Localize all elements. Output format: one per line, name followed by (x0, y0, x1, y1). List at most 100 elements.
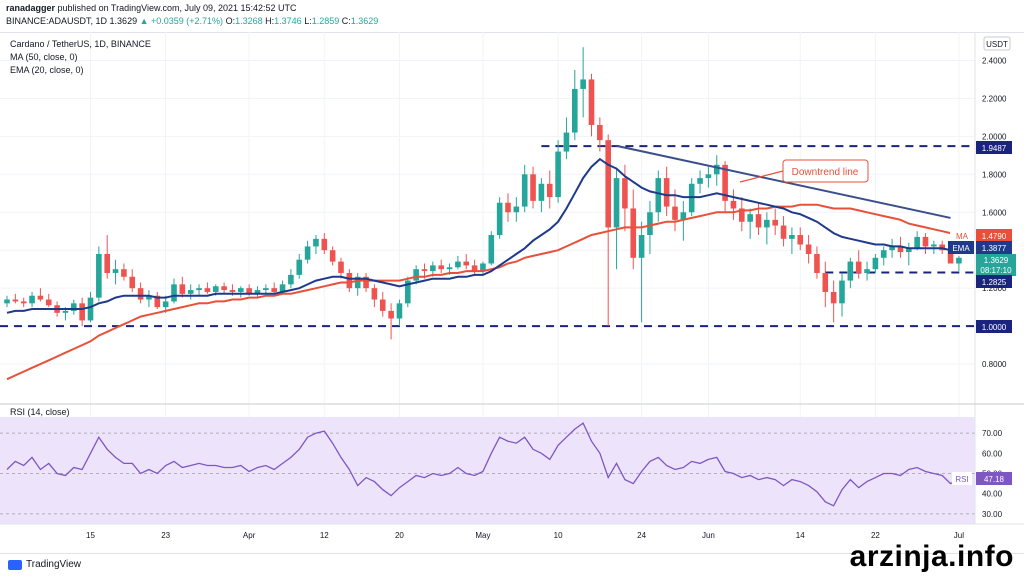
candle-body (505, 202, 511, 213)
rsi-tick-label: 40.00 (982, 490, 1003, 499)
annotation-text: Downtrend line (792, 167, 859, 178)
candle-body (254, 290, 261, 294)
candle-body (20, 301, 27, 304)
last-price: 1.3629 (109, 16, 138, 26)
candle-body (647, 212, 653, 236)
time-tick-label: 24 (637, 531, 646, 540)
legend-ema[interactable]: EMA (20, close, 0) (10, 65, 84, 75)
candle-body (438, 265, 444, 270)
support-levels (0, 145, 975, 328)
publisher-name[interactable]: ranadagger (6, 3, 56, 13)
candle-body (79, 303, 85, 321)
candle-body (304, 246, 311, 260)
low-value: 1.2859 (311, 16, 340, 26)
candle-body (622, 178, 628, 209)
close-label: C: (341, 16, 351, 26)
ma-badge-label: MA (956, 232, 969, 241)
ma-badge-label-bg (950, 229, 974, 242)
currency-badge[interactable]: USDT (983, 36, 1011, 51)
candle-body (212, 286, 219, 292)
candle-body (830, 291, 837, 304)
level-badge-upper: 1.9487 (976, 141, 1012, 154)
candle-body (705, 174, 712, 179)
candle-body (855, 261, 862, 273)
candle-body (229, 290, 236, 292)
candle-body (271, 288, 277, 292)
candle-body (4, 299, 10, 304)
candle-body (421, 269, 428, 272)
price-tick-label: 0.8000 (982, 360, 1007, 369)
last-price-badge: 1.3629 08:17:10 (976, 254, 1016, 276)
candle-body (588, 79, 595, 125)
candle-body (288, 274, 294, 285)
tradingview-brand: TradingView (26, 559, 82, 570)
price-tick-label: 1.2000 (982, 284, 1007, 293)
candle-body (204, 288, 211, 292)
legend-ma[interactable]: MA (50, close, 0) (10, 52, 78, 62)
time-tick-label: May (475, 531, 490, 540)
chart-area[interactable]: Downtrend line 0.80001.00001.20001.40001… (0, 32, 1024, 552)
candle-body (546, 183, 553, 198)
time-tick-label: Jun (702, 531, 715, 540)
time-axis-ticks: 1523Apr1220May1024Jun1422Jul12 (86, 531, 964, 540)
rsi-badge-label-bg (952, 472, 972, 485)
candle-body (680, 212, 687, 220)
price-change: ▲ +0.0359 (+2.71%) (139, 16, 224, 26)
candle-body (713, 164, 720, 175)
candle-body (179, 284, 186, 294)
time-tick-label: 10 (554, 531, 563, 540)
published-text: published on TradingView.com, July 09, 2… (57, 3, 297, 13)
candle-body (655, 178, 662, 213)
candle-body (822, 272, 829, 292)
candle-body (605, 140, 611, 228)
time-tick-label: 22 (871, 531, 880, 540)
candle-body (146, 295, 152, 300)
last-price-box (976, 254, 1016, 276)
candle-body (914, 236, 920, 249)
ema-badge-label-bg (948, 241, 974, 254)
rsi-tick-label: 60.00 (982, 449, 1003, 458)
level-badge-mid-box (976, 275, 1012, 288)
candle-body (321, 238, 328, 251)
ema-badge-label: EMA (952, 244, 970, 253)
rsi-legend[interactable]: RSI (14, close) (10, 407, 70, 417)
currency-box (983, 36, 1011, 51)
rsi-line (6, 422, 960, 507)
candle-body (104, 254, 110, 273)
candle-body (87, 297, 94, 321)
candle-body (238, 288, 244, 292)
rsi-tick-label: 30.00 (982, 510, 1003, 519)
candle-body (338, 261, 344, 273)
candle-body (931, 244, 937, 247)
candle-body (530, 174, 536, 201)
candle-body (864, 269, 870, 273)
chart-legend: Cardano / TetherUS, 1D, BINANCE MA (50, … (10, 38, 151, 77)
annotation-pointer (739, 170, 784, 183)
site-watermark: arzinja.info (849, 540, 1014, 573)
rsi-badge-box (976, 472, 1012, 485)
level-badge-upper-value: 1.9487 (982, 144, 1007, 153)
candle-body (755, 214, 762, 228)
candle-body (789, 235, 795, 239)
legend-title: Cardano / TetherUS, 1D, BINANCE (10, 39, 151, 49)
bottom-bar: TradingView (0, 553, 1024, 577)
candle-body (263, 288, 269, 291)
rsi-badge-label: RSI (955, 475, 968, 484)
currency-label: USDT (986, 40, 1008, 49)
candle-body (947, 250, 954, 264)
level-badge-low: 1.0000 (976, 320, 1012, 333)
candle-body (313, 238, 319, 247)
chart-svg[interactable]: Downtrend line 0.80001.00001.20001.40001… (0, 32, 1024, 552)
open-value: 1.3268 (235, 16, 263, 26)
price-tick-label: 1.6000 (982, 208, 1007, 217)
time-tick-label: 20 (395, 531, 404, 540)
level-badge-low-value: 1.0000 (982, 323, 1007, 332)
downtrend-line (616, 144, 951, 219)
candle-body (563, 132, 570, 152)
candle-body (96, 254, 102, 298)
candle-body (430, 265, 436, 272)
tradingview-logo[interactable]: TradingView (8, 559, 81, 570)
candle-body (480, 263, 486, 272)
high-label: H: (265, 16, 275, 26)
last-price-value: 1.3629 (984, 256, 1009, 265)
